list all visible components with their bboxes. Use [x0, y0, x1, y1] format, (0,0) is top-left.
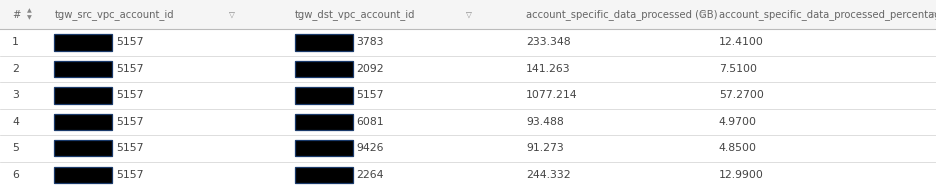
Bar	[295, 140, 353, 156]
Text: 57.2700: 57.2700	[719, 90, 764, 100]
Text: tgw_src_vpc_account_id: tgw_src_vpc_account_id	[54, 9, 174, 20]
Text: ▽: ▽	[700, 10, 706, 19]
Text: 7.5100: 7.5100	[719, 64, 757, 74]
Text: ▲: ▲	[27, 9, 32, 14]
Text: 5157: 5157	[116, 90, 143, 100]
Text: #: #	[12, 10, 21, 20]
Text: account_specific_data_processed_percentage (%): account_specific_data_processed_percenta…	[719, 9, 936, 20]
Bar	[295, 61, 353, 77]
Text: 1077.214: 1077.214	[526, 90, 578, 100]
Text: 5157: 5157	[116, 143, 143, 153]
Bar	[0, 82, 936, 109]
Text: ▼: ▼	[27, 15, 32, 20]
Bar	[54, 34, 112, 51]
Bar	[0, 108, 936, 135]
Text: tgw_dst_vpc_account_id: tgw_dst_vpc_account_id	[295, 9, 416, 20]
Text: 12.4100: 12.4100	[719, 37, 764, 47]
Text: 91.273: 91.273	[526, 143, 563, 153]
Text: 2: 2	[12, 64, 19, 74]
Text: 3783: 3783	[357, 37, 384, 47]
Text: 5157: 5157	[357, 90, 384, 100]
Bar	[54, 114, 112, 130]
Text: ▽: ▽	[466, 10, 472, 19]
Bar	[295, 34, 353, 51]
Text: 93.488: 93.488	[526, 117, 563, 127]
Text: 5157: 5157	[116, 64, 143, 74]
Bar	[295, 114, 353, 130]
Bar	[54, 61, 112, 77]
Bar	[295, 87, 353, 104]
Bar	[54, 87, 112, 104]
Text: 5: 5	[12, 143, 19, 153]
Bar	[0, 29, 936, 56]
Text: 4.8500: 4.8500	[719, 143, 757, 153]
Bar	[0, 161, 936, 188]
Text: 5157: 5157	[116, 117, 143, 127]
Text: 9426: 9426	[357, 143, 384, 153]
Text: 244.332: 244.332	[526, 170, 571, 180]
Text: account_specific_data_processed (GB): account_specific_data_processed (GB)	[526, 9, 718, 20]
Text: ▽: ▽	[929, 10, 934, 19]
Bar	[0, 0, 936, 29]
Text: 1: 1	[12, 37, 19, 47]
Text: ▽: ▽	[229, 10, 235, 19]
Text: 5157: 5157	[116, 37, 143, 47]
Bar	[295, 167, 353, 183]
Text: 4: 4	[12, 117, 19, 127]
Text: 141.263: 141.263	[526, 64, 571, 74]
Bar	[0, 56, 936, 82]
Text: 6081: 6081	[357, 117, 385, 127]
Bar	[54, 167, 112, 183]
Text: 2264: 2264	[357, 170, 384, 180]
Text: 3: 3	[12, 90, 19, 100]
Text: 6: 6	[12, 170, 19, 180]
Text: 12.9900: 12.9900	[719, 170, 764, 180]
Text: 2092: 2092	[357, 64, 385, 74]
Text: 5157: 5157	[116, 170, 143, 180]
Bar	[0, 135, 936, 161]
Bar	[54, 140, 112, 156]
Text: 233.348: 233.348	[526, 37, 571, 47]
Text: 4.9700: 4.9700	[719, 117, 757, 127]
